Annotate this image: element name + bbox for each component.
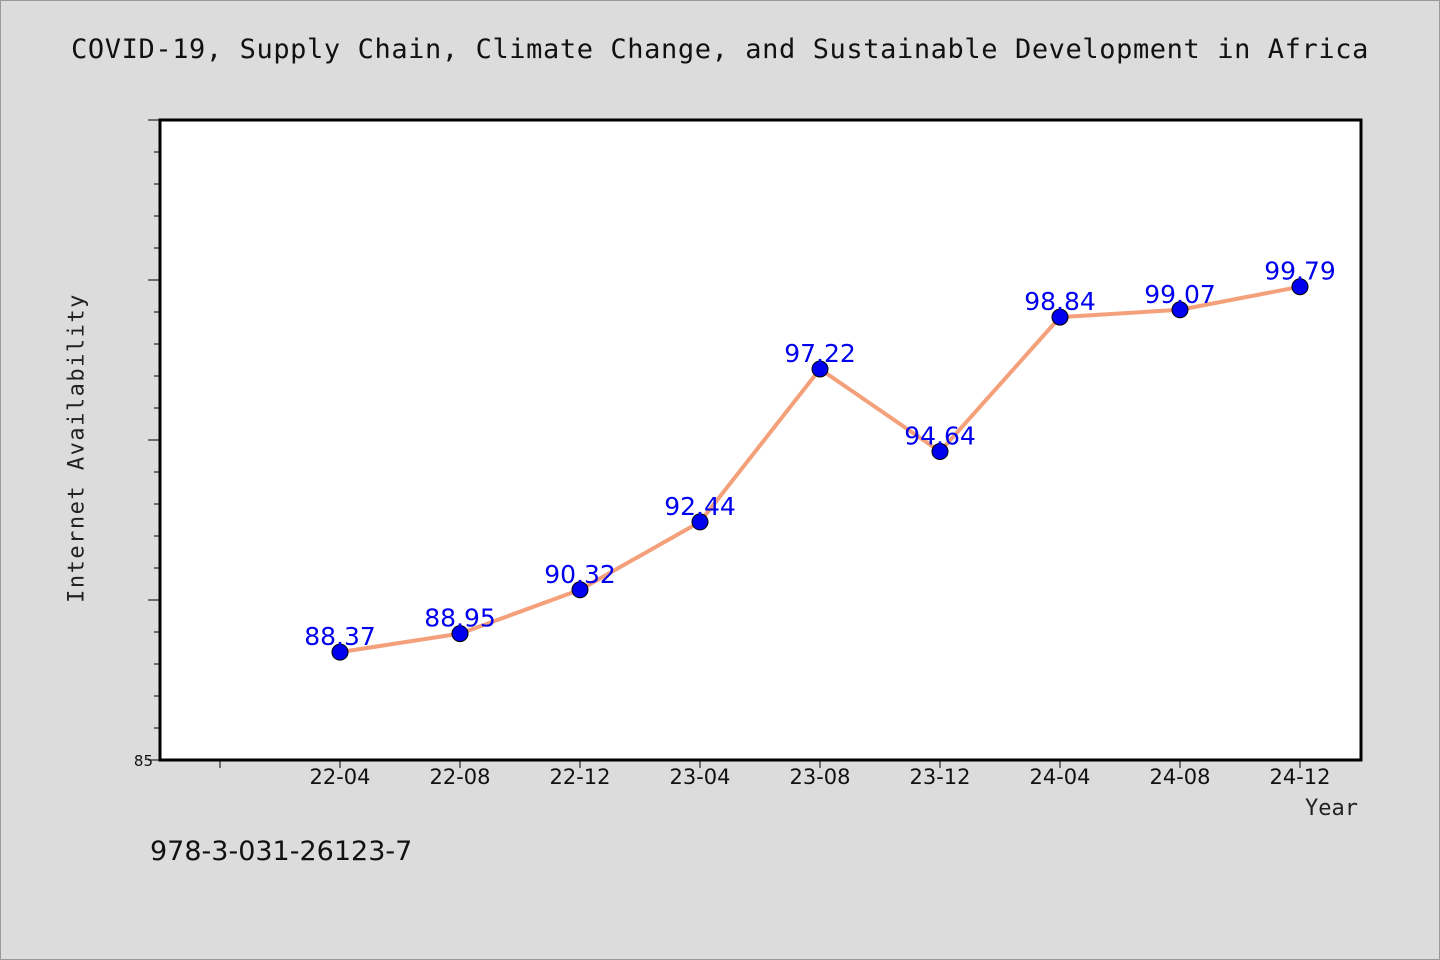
data-label: 92.44	[664, 492, 736, 521]
data-point	[571, 581, 589, 599]
chart-title: COVID-19, Supply Chain, Climate Change, …	[71, 34, 1369, 65]
x-axis-label: Year	[1305, 796, 1358, 821]
isbn-footnote: 978-3-031-26123-7	[150, 836, 413, 867]
data-point	[931, 443, 949, 461]
x-tick-label: 22-04	[309, 765, 370, 789]
data-point	[1051, 308, 1069, 326]
data-labels-layer: 88.37 88.95 90.32 92.44 97.22 94.64 98.84 99.07…	[304, 257, 1336, 651]
data-point	[811, 360, 829, 378]
series-layer	[331, 278, 1309, 661]
data-point	[1171, 301, 1189, 319]
data-point	[331, 643, 349, 661]
data-label: 99.07	[1144, 280, 1216, 309]
data-label: 97.22	[784, 339, 856, 368]
data-point	[691, 513, 709, 531]
y-tick-label: 85	[134, 752, 153, 770]
x-tick-label: 22-12	[549, 765, 610, 789]
x-tick-label: 24-12	[1269, 765, 1330, 789]
x-tick-label: 22-08	[429, 765, 490, 789]
data-label: 88.37	[304, 622, 376, 651]
data-point	[1291, 278, 1309, 296]
axes: 85 22-04 22-08 22-12 23-04 23-08 23-12 24-04 24-…	[134, 119, 1331, 789]
data-point	[451, 625, 469, 643]
x-tick-label: 23-08	[789, 765, 850, 789]
x-tick-label: 24-04	[1029, 765, 1090, 789]
data-label: 94.64	[904, 422, 976, 451]
plot-area	[160, 120, 1361, 760]
x-tick-label: 23-12	[909, 765, 970, 789]
plot-border	[158, 118, 1363, 762]
data-label: 99.79	[1264, 257, 1336, 286]
x-tick-label: 23-04	[669, 765, 730, 789]
data-label: 88.95	[424, 604, 496, 633]
data-label: 90.32	[544, 560, 616, 589]
data-label: 98.84	[1024, 287, 1096, 316]
x-tick-label: 24-08	[1149, 765, 1210, 789]
